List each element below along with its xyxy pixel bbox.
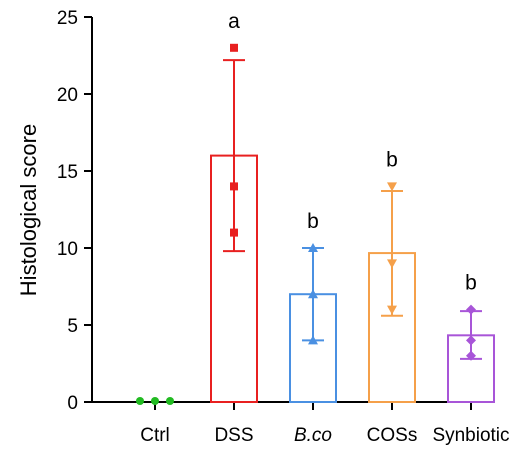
x-tick-label: COSs <box>367 425 418 446</box>
data-point <box>387 305 397 315</box>
x-tick-label: DSS <box>214 425 253 446</box>
y-tick-label: 5 <box>67 316 78 337</box>
x-tick-label: B.co <box>294 425 332 446</box>
data-point <box>166 397 174 405</box>
y-tick-label: 25 <box>57 8 78 29</box>
data-point <box>308 335 318 345</box>
data-point <box>466 350 476 361</box>
significance-label: b <box>307 210 319 233</box>
y-tick-label: 20 <box>57 85 78 106</box>
data-point <box>308 289 318 299</box>
data-point <box>151 397 159 405</box>
data-point <box>466 304 476 315</box>
data-point <box>387 259 397 269</box>
x-tick-label: Synbiotic <box>432 425 509 446</box>
data-point <box>230 228 238 237</box>
y-axis-label: Histological score <box>16 124 41 296</box>
data-point <box>230 43 238 52</box>
significance-label: a <box>228 10 240 33</box>
data-point <box>466 335 476 346</box>
plot-area: 0 5 10 15 20 25 Ctrl DSS a B.co b COSs b Synbiotic b <box>57 8 510 446</box>
significance-label: b <box>465 272 477 295</box>
x-tick-label: Ctrl <box>140 425 170 446</box>
y-tick-label: 15 <box>57 162 78 183</box>
data-point <box>387 182 397 192</box>
y-tick-label: 0 <box>67 393 78 414</box>
significance-label: b <box>386 148 398 171</box>
data-point <box>308 243 318 252</box>
y-tick-label: 10 <box>57 239 78 260</box>
data-point <box>136 397 144 405</box>
data-point <box>230 182 238 191</box>
